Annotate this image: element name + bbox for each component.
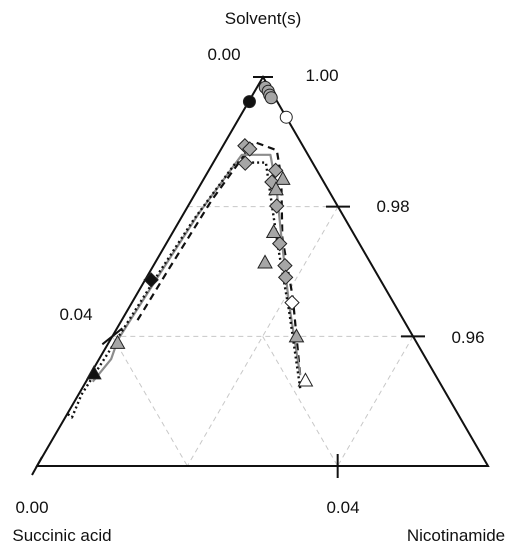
- tick-label-left-top: 0.00: [207, 45, 240, 64]
- curve-dotted-black: [67, 161, 302, 419]
- axis-tick-4: [31, 456, 43, 476]
- grid-line-2: [186, 206, 339, 467]
- marker-circle-black-0: [242, 95, 256, 109]
- marker-circle-gray-3: [264, 91, 278, 105]
- tick-label-right-low: 0.96: [451, 328, 484, 347]
- marker-triangle-gray-4: [288, 328, 305, 343]
- marker-triangle-gray-2: [265, 223, 282, 239]
- marker-triangle-gray-0: [274, 170, 291, 185]
- marker-diamond-gray-5: [269, 198, 285, 214]
- tick-label-right-mid: 0.98: [376, 197, 409, 216]
- marker-diamond-gray-8: [277, 269, 294, 286]
- grid-lines: [111, 206, 414, 467]
- marker-diamond-gray-3: [267, 162, 284, 179]
- marker-triangle-gray-3: [257, 254, 273, 269]
- tick-label-bottom-left: 0.00: [15, 498, 48, 517]
- vertex-label-right: Nicotinamide: [407, 526, 505, 545]
- marker-diamond-gray-2: [237, 155, 253, 171]
- marker-triangle-gray-1: [268, 181, 284, 196]
- axis-tick-3: [101, 327, 123, 346]
- triangle-outline: [35, 75, 490, 467]
- tick-label-left-mid: 0.04: [59, 305, 92, 324]
- axis-ticks: [31, 76, 425, 478]
- vertex-label-top: Solvent(s): [225, 9, 302, 28]
- tick-label-bottom-mid: 0.04: [326, 498, 359, 517]
- marker-diamond-black-0: [143, 272, 159, 288]
- vertex-label-left: Succinic acid: [12, 526, 111, 545]
- data-markers: [86, 80, 314, 387]
- marker-triangle-gray-5: [109, 334, 126, 349]
- marker-triangle-black-0: [86, 365, 102, 380]
- marker-circle-white-0: [279, 110, 293, 124]
- tick-label-right-top: 1.00: [305, 66, 338, 85]
- marker-diamond-white-0: [284, 294, 300, 311]
- marker-diamond-gray-1: [242, 141, 258, 157]
- grid-line-5: [262, 336, 339, 467]
- marker-triangle-white-0: [297, 372, 314, 387]
- triangle-frame: [35, 75, 490, 467]
- grid-line-3: [337, 336, 414, 467]
- grid-line-4: [111, 336, 188, 467]
- marker-diamond-gray-6: [271, 235, 288, 252]
